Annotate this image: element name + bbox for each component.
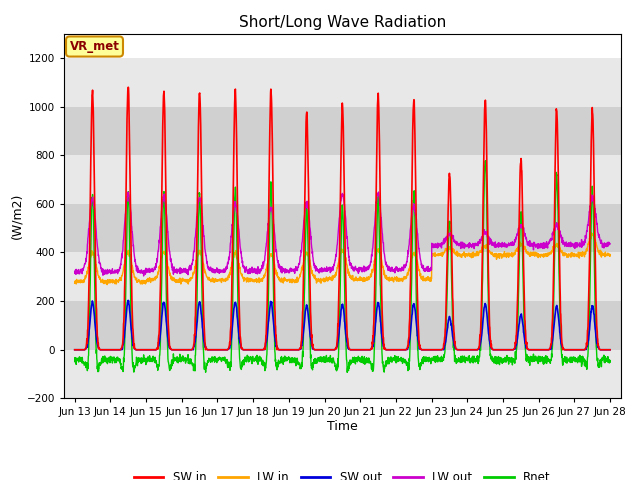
Text: VR_met: VR_met [70, 40, 120, 53]
Bar [64, 350, 621, 398]
X-axis label: Time: Time [327, 420, 358, 433]
Y-axis label: (W/m2): (W/m2) [11, 193, 24, 239]
Bar [64, 204, 621, 252]
Legend: SW in, LW in, SW out, LW out, Rnet: SW in, LW in, SW out, LW out, Rnet [129, 466, 556, 480]
Bar [64, 155, 621, 204]
Title: Short/Long Wave Radiation: Short/Long Wave Radiation [239, 15, 446, 30]
Bar [64, 301, 621, 350]
Bar [64, 58, 621, 107]
Bar [64, 107, 621, 155]
Bar [64, 252, 621, 301]
